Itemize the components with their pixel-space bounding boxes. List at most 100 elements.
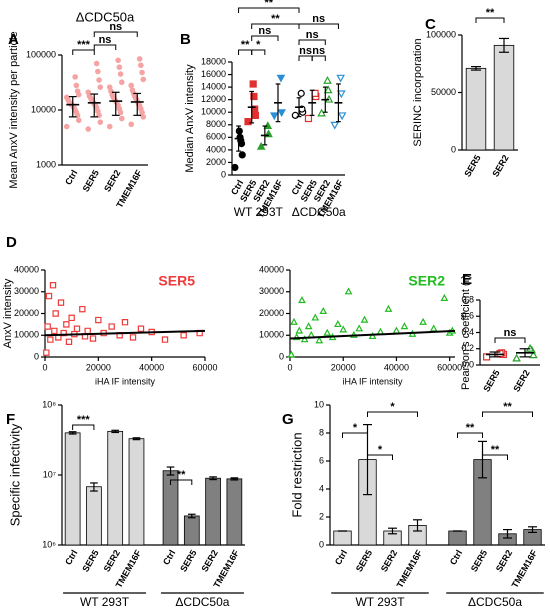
point [115,57,121,64]
point [65,338,73,345]
point [106,84,113,90]
point [337,112,347,121]
x-tick-label: 20000 [331,362,356,372]
point [355,324,364,332]
point [319,306,328,315]
point [323,328,332,336]
significance-label: ns [299,45,312,57]
y-tick-label: 10⁷ [43,469,56,479]
point [73,325,81,332]
x-tick-label: 0 [287,362,292,372]
point [392,326,401,334]
point [276,74,286,83]
significance-bracket [311,55,326,61]
point [236,133,244,141]
y-tick-label: 20000 [259,308,284,318]
bar [448,530,467,546]
group-label: WT 293T [80,595,130,609]
significance-label: ** [271,13,280,25]
point [400,322,409,330]
point [106,123,113,130]
group-label: ΔCDC50a [468,595,522,609]
point [244,118,252,126]
x-tick-label: Ctrl [448,548,464,566]
bar [64,432,81,546]
point [52,310,59,317]
point [323,85,333,94]
point [96,77,102,83]
point [298,296,306,304]
y-axis-label: Fold restriction [289,432,304,517]
point [73,82,80,89]
point [269,112,279,121]
y-tick-label: 8000 [206,119,226,129]
x-tick-label: 20000 [86,362,111,372]
y-tick-label: 2 [319,511,324,521]
trend-line [289,329,456,340]
bar [128,438,145,546]
significance-label: ** [241,39,250,51]
point [180,332,187,339]
point [287,350,296,358]
point [295,326,304,334]
point [138,62,144,69]
significance-label: ** [486,7,495,19]
y-tick-label: 0.6 [461,311,474,321]
y-tick-label: 30000 [14,286,39,296]
point [95,68,101,75]
y-tick-label: 100000 [26,49,56,59]
significance-bracket [367,411,418,417]
y-tick-label: 16000 [201,69,226,79]
significance-label: ns [312,45,325,57]
panel-letter: D [6,234,17,251]
point [136,56,143,62]
bar [465,67,487,151]
significance-bracket [93,31,138,37]
point [311,313,320,321]
point [93,60,100,67]
significance-bracket [72,49,95,55]
point [290,317,298,325]
y-axis-label: Pearson's coefficient (r) [460,275,472,390]
bar [493,44,515,151]
point [97,119,104,126]
y-tick-label: 0 [34,351,39,361]
significance-label: * [378,444,383,456]
point [68,314,75,322]
y-tick-label: 0.4 [461,327,474,337]
point [84,327,91,335]
significance-bracket [93,44,117,50]
point [231,163,239,172]
x-tick-label: 40000 [139,362,164,372]
significance-label: ** [491,444,500,456]
group-label: WT 293T [355,595,405,609]
point [137,325,145,332]
panel-letter: F [6,411,15,428]
point [235,127,243,135]
point [315,336,324,344]
point [304,322,313,330]
point [45,292,53,300]
point [97,84,104,90]
point [297,89,305,97]
point [63,123,70,130]
point [337,90,346,99]
significance-label: *** [77,39,91,51]
y-axis-label: Median AnxV intensity [184,64,196,173]
point [384,304,393,312]
y-tick-label: 40000 [259,264,284,274]
point [249,80,257,88]
point [51,327,58,335]
significance-bracket [457,432,483,438]
point [85,89,92,96]
y-tick-label: 14000 [201,81,226,91]
significance-label: * [390,401,395,413]
bar [333,530,352,546]
y-tick-label: 0.0 [461,359,474,369]
significance-bracket [494,337,526,343]
y-tick-label: 50000 [431,87,456,97]
y-tick-label: 1000 [36,159,56,169]
x-tick-label: SER2 [199,548,219,573]
x-tick-label: Ctrl [161,548,177,566]
x-tick-label: SER5 [481,368,501,393]
